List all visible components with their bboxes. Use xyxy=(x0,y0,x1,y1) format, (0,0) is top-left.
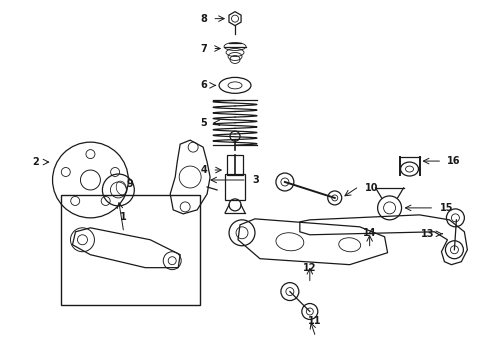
Text: 7: 7 xyxy=(200,44,207,54)
Text: 2: 2 xyxy=(32,157,39,167)
Text: 15: 15 xyxy=(440,203,453,213)
Text: 9: 9 xyxy=(127,179,134,189)
Text: 6: 6 xyxy=(200,80,207,90)
Text: 11: 11 xyxy=(308,316,321,327)
Text: 14: 14 xyxy=(363,228,376,238)
Bar xyxy=(227,155,243,175)
Text: 4: 4 xyxy=(200,165,207,175)
Text: 1: 1 xyxy=(120,212,127,222)
Text: 13: 13 xyxy=(421,229,435,239)
Text: 8: 8 xyxy=(200,14,207,24)
Text: 3: 3 xyxy=(252,175,259,185)
Bar xyxy=(61,195,200,305)
Text: 16: 16 xyxy=(447,156,461,166)
Text: 5: 5 xyxy=(200,118,207,128)
Bar xyxy=(225,174,245,200)
Text: 12: 12 xyxy=(303,263,317,273)
Text: 10: 10 xyxy=(365,183,378,193)
